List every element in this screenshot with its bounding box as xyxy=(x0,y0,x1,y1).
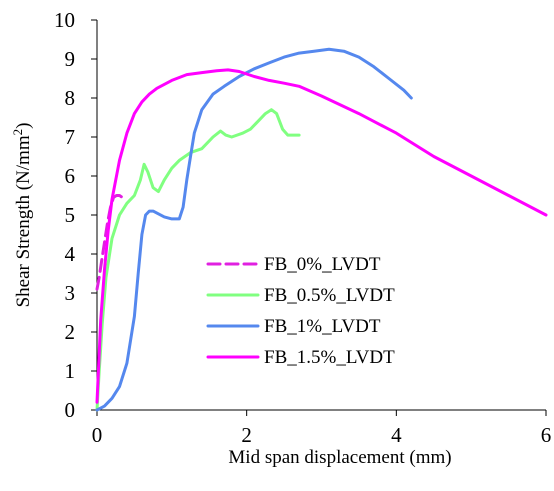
y-axis-title-superscript: 2 xyxy=(10,129,25,136)
legend-label-2: FB_1%_LVDT xyxy=(264,316,381,337)
y-tick-label-3: 3 xyxy=(65,281,76,305)
y-tick-label-4: 4 xyxy=(65,242,76,266)
legend: FB_0%_LVDT FB_0.5%_LVDT FB_1%_LVDT FB_1.5%_… xyxy=(206,254,395,368)
y-tick-label-9: 9 xyxy=(65,47,76,71)
y-tick-label-2: 2 xyxy=(65,320,76,344)
legend-label-3: FB_1.5%_LVDT xyxy=(264,347,395,368)
y-tick-label-6: 6 xyxy=(65,164,76,188)
series xyxy=(95,47,548,412)
series-line-1 xyxy=(95,108,301,412)
x-tick-label-3: 6 xyxy=(541,423,552,447)
y-tick-label-7: 7 xyxy=(65,125,76,149)
y-tick-label-0: 0 xyxy=(65,398,76,422)
x-axis-title: Mid span displacement (mm) xyxy=(228,447,451,468)
legend-label-0: FB_0%_LVDT xyxy=(264,254,381,275)
ticks: 0 1 2 3 4 5 6 7 8 9 10 0 2 4 6 xyxy=(54,8,551,447)
y-axis-title: Shear Strength (N/mm2) xyxy=(10,123,34,308)
legend-label-1: FB_0.5%_LVDT xyxy=(264,285,395,306)
y-tick-label-10: 10 xyxy=(54,8,75,32)
series-line-3 xyxy=(95,68,548,404)
y-tick-label-1: 1 xyxy=(65,359,76,383)
y-tick-label-5: 5 xyxy=(65,203,76,227)
series-line-2 xyxy=(95,47,413,412)
x-tick-label-0: 0 xyxy=(92,423,103,447)
y-tick-label-8: 8 xyxy=(65,86,76,110)
y-axis-title-main: Shear Strength (N/mm xyxy=(13,135,34,307)
y-axis-title-close: ) xyxy=(13,123,34,129)
x-tick-label-1: 2 xyxy=(241,423,252,447)
x-tick-label-2: 4 xyxy=(391,423,402,447)
